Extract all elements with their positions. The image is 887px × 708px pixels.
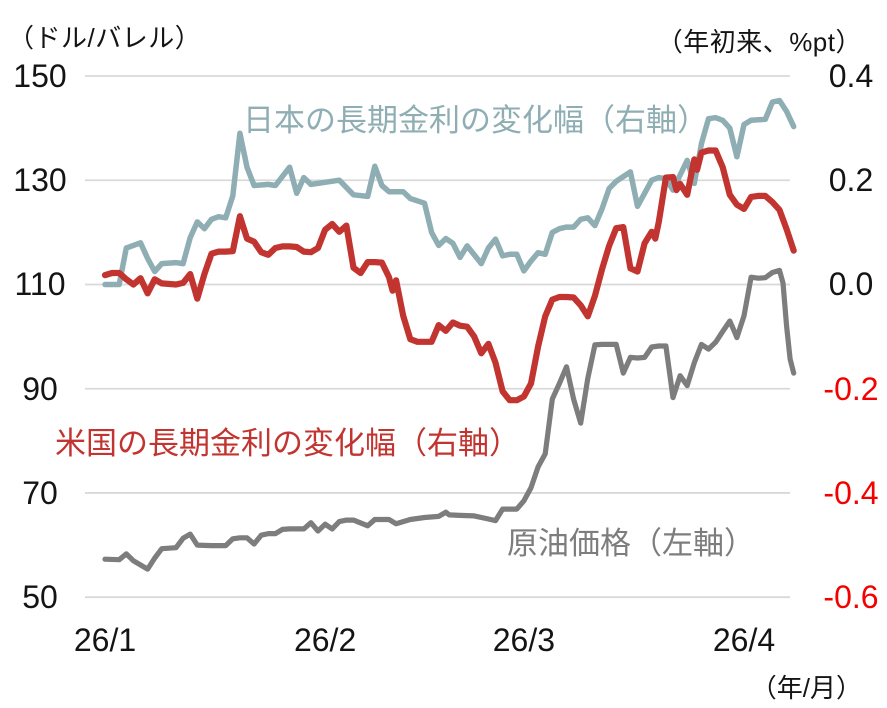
- right-tick-neg-0-6: -0.6: [823, 579, 879, 616]
- legend-oil-price: 原油価格（左軸）: [507, 526, 755, 561]
- x-tick-26-2: 26/2: [293, 622, 357, 658]
- legend-japan-rate: 日本の長期金利の変化幅（右軸）: [243, 103, 708, 138]
- left-tick-90: 90: [22, 370, 58, 407]
- left-tick-130: 130: [13, 162, 67, 199]
- right-tick-neg-0-4: -0.4: [823, 474, 879, 511]
- x-axis-unit: （年/月）: [750, 673, 862, 703]
- x-tick-26-1: 26/1: [73, 622, 137, 658]
- left-tick-110: 110: [14, 266, 66, 303]
- right-tick-neg-0-2: -0.2: [823, 370, 879, 407]
- left-tick-150: 150: [13, 58, 67, 94]
- right-tick-0-4: 0.4: [828, 58, 874, 94]
- right-tick-0-2: 0.2: [828, 162, 874, 199]
- oil-price-line: [102, 267, 797, 572]
- right-tick-0-0: 0.0: [828, 266, 874, 303]
- us-rate-line: [101, 147, 797, 404]
- x-tick-26-4: 26/4: [712, 622, 776, 658]
- right-axis-title: （年初来、%pt）: [656, 27, 862, 57]
- legend-us-rate: 米国の長期金利の変化幅（右軸）: [55, 426, 520, 461]
- left-tick-70: 70: [22, 474, 58, 511]
- left-tick-50: 50: [22, 579, 58, 616]
- x-tick-26-3: 26/3: [492, 622, 556, 658]
- left-axis-title: （ドル/バレル）: [8, 23, 202, 53]
